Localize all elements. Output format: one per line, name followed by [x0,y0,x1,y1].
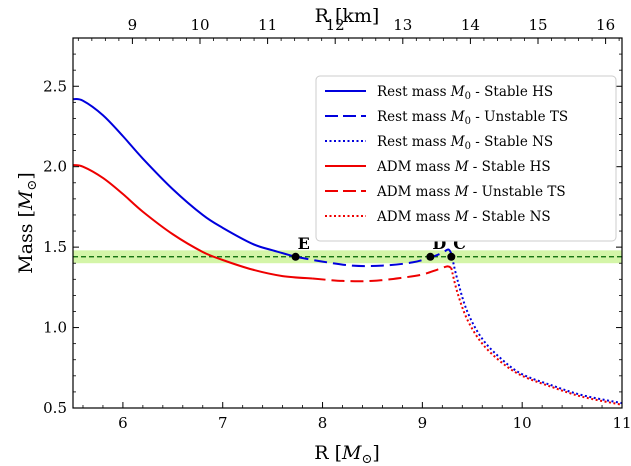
x-axis-tick-label: 10 [513,414,532,432]
reference-band-layer [73,250,622,264]
legend-label-6: ADM mass M - Stable NS [376,209,551,225]
series-line-2 [295,248,453,268]
x-axis-tick-label: 7 [218,414,228,432]
y-axis-tick-label: 2.5 [43,77,67,95]
point-E [291,252,300,261]
x2-axis-tick-label: 10 [190,16,209,34]
point-label-E: E [298,234,310,253]
legend: Rest mass M0 - Stable HS Rest mass M0 - U… [315,75,617,242]
x-axis-tick-label: 9 [418,414,428,432]
x2-axis-tick-label: 9 [128,16,138,34]
x2-axis-tick-label: 13 [393,16,412,34]
series-line-4 [73,164,313,280]
y-axis-title: Mass [M⊙] [15,172,40,274]
series-line-1 [73,98,296,258]
point-C [447,252,456,261]
x-axis-tick-label: 6 [118,414,128,432]
x2-axis-tick-label: 16 [596,16,615,34]
x-axis-title: R [M⊙] [314,442,380,466]
tick-layer: 6 7 8 9 10 11 9 10 11 12 13 14 15 16 0.5 1.0 1.5 2.0 2.5 [43,16,631,432]
x2-axis-tick-label: 15 [528,16,547,34]
y-axis-tick-label: 1.0 [43,319,67,337]
series-layer [73,98,622,406]
y-axis-tick-label: 2.0 [43,158,67,176]
x2-axis-title: R [km] [315,5,380,27]
y-axis-tick-label: 0.5 [43,399,67,417]
x-axis-tick-label: 11 [612,414,631,432]
legend-label-4: ADM mass M - Stable HS [376,159,551,175]
y-axis-tick-label: 1.5 [43,238,67,256]
plot-frame [72,37,623,409]
x2-axis-tick-label: 12 [326,16,345,34]
legend-label-1: Rest mass M0 - Stable HS [377,84,553,102]
x2-axis-tick-label: 14 [461,16,480,34]
legend-label-3: Rest mass M0 - Stable NS [377,134,553,152]
series-line-3 [450,253,622,405]
legend-box [315,75,617,242]
point-D [426,252,435,261]
x-axis-tick-label: 8 [318,414,328,432]
legend-label-5: ADM mass M - Unstable TS [376,184,566,200]
legend-label-2: Rest mass M0 - Unstable TS [377,109,568,127]
series-line-5 [312,265,452,283]
series-line-6 [450,267,622,406]
x2-axis-tick-label: 11 [258,16,277,34]
